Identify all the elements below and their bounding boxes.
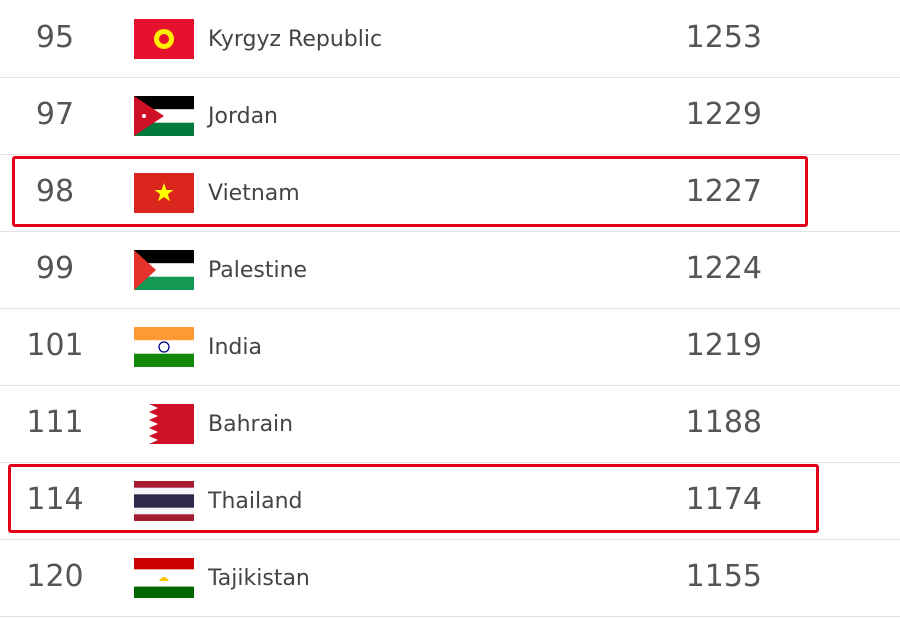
rank: 101 <box>26 328 84 363</box>
flag <box>134 404 194 444</box>
rank: 97 <box>35 97 75 132</box>
table-row: 101 India 1219 <box>0 309 900 386</box>
country: Palestine <box>208 258 308 283</box>
country: Vietnam <box>208 181 300 206</box>
rank: 99 <box>35 251 75 286</box>
country: Tajikistan <box>208 566 310 591</box>
points: 1219 <box>685 328 762 363</box>
points: 1227 <box>685 174 762 209</box>
table-row: 95 Kyrgyz Republic 1253 <box>0 1 900 78</box>
points: 1253 <box>685 20 762 55</box>
points: 1174 <box>685 482 762 517</box>
rank: 111 <box>26 405 84 440</box>
table-row: 114 Thailand 1174 <box>0 463 900 540</box>
points: 1224 <box>685 251 762 286</box>
flag <box>134 250 194 290</box>
points: 1229 <box>685 97 762 132</box>
table-row: 99 Palestine 1224 <box>0 232 900 309</box>
table-row: 120 Tajikistan 1155 <box>0 540 900 617</box>
flag <box>134 481 194 521</box>
flag <box>134 19 194 59</box>
rank: 120 <box>26 559 84 594</box>
flag <box>134 558 194 598</box>
table-row: 97 Jordan 1229 <box>0 78 900 155</box>
country: India <box>208 335 262 360</box>
points: 1188 <box>685 405 762 440</box>
points: 1155 <box>685 559 762 594</box>
highlight-box <box>12 156 808 227</box>
country: Kyrgyz Republic <box>208 27 383 52</box>
table-row: 111 Bahrain 1188 <box>0 386 900 463</box>
flag <box>134 173 194 213</box>
rank: 98 <box>35 174 75 209</box>
highlight-box <box>8 464 819 533</box>
flag <box>134 96 194 136</box>
country: Bahrain <box>208 412 294 437</box>
flag <box>134 327 194 367</box>
table-row: 98 Vietnam 1227 <box>0 155 900 232</box>
country: Jordan <box>208 104 278 129</box>
rank: 114 <box>26 482 84 517</box>
rank: 95 <box>35 20 75 55</box>
country: Thailand <box>208 489 303 514</box>
